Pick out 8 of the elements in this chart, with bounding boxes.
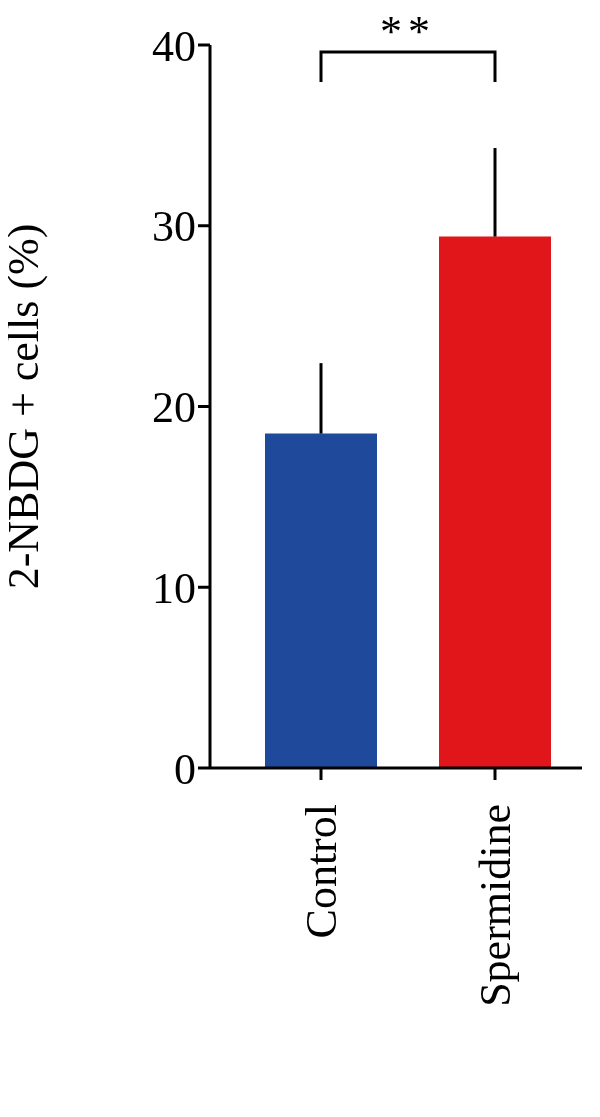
y-tick-label: 40 <box>152 21 196 71</box>
annotation: ** <box>380 7 436 56</box>
y-tick-label: 30 <box>152 202 196 252</box>
y-tick-label: 0 <box>174 744 196 794</box>
x-tick-label: Spermidine <box>470 804 520 1007</box>
y-tick-label: 10 <box>152 563 196 613</box>
x-tick-label: Control <box>296 804 346 939</box>
y-tick-label: 20 <box>152 383 196 433</box>
